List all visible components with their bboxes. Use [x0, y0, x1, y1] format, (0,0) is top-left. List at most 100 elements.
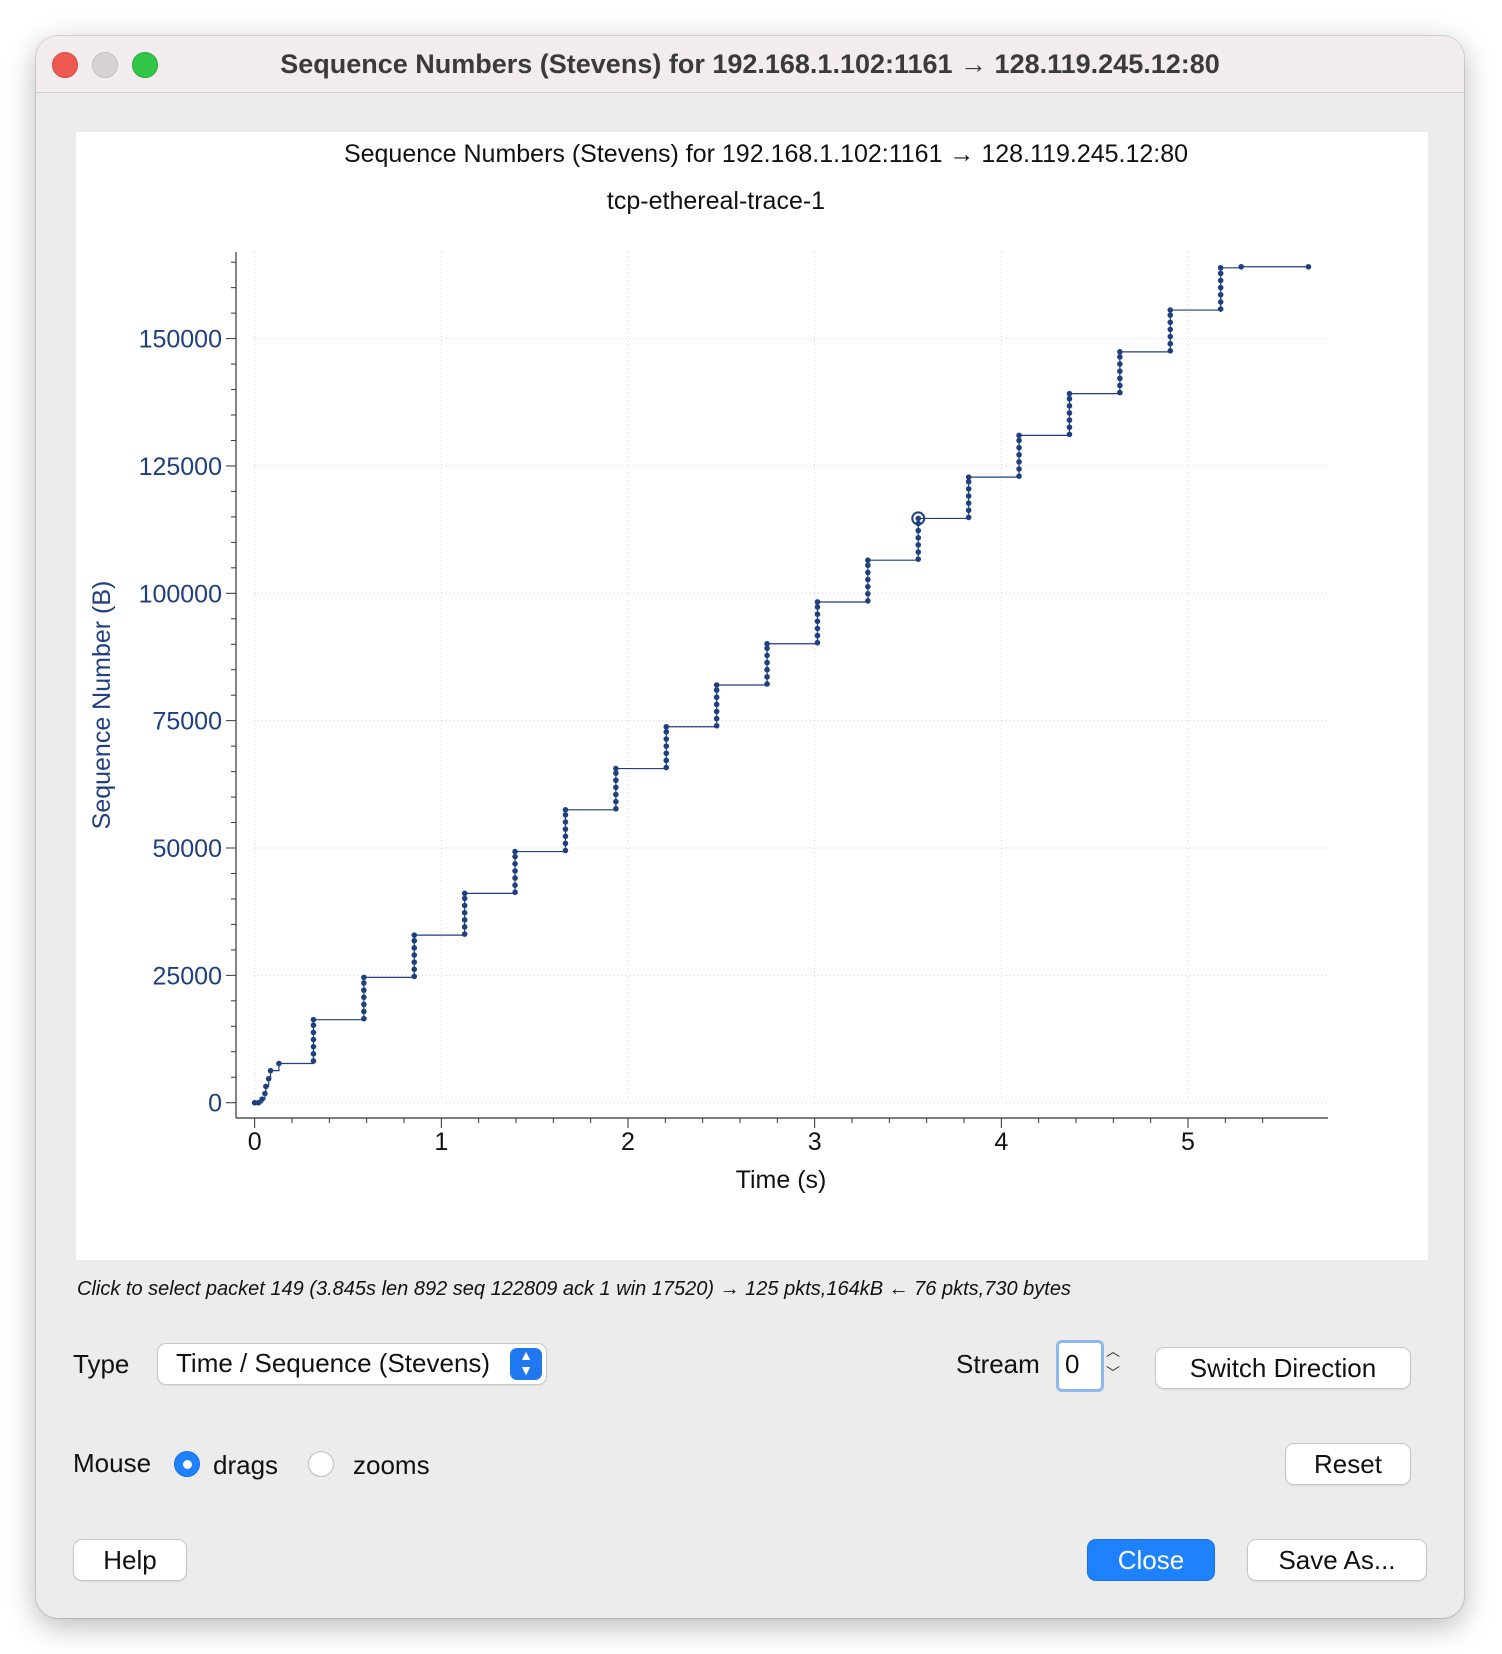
help-button[interactable]: Help — [74, 1540, 186, 1580]
data-point — [1016, 459, 1022, 465]
graph-window: Sequence Numbers (Stevens) for 192.168.1… — [36, 36, 1464, 1618]
x-tick-label: 0 — [248, 1128, 262, 1156]
data-point — [764, 640, 770, 647]
data-point — [965, 486, 972, 492]
data-point — [915, 534, 922, 541]
save-as-button[interactable]: Save As... — [1248, 1540, 1426, 1580]
title-bar[interactable]: Sequence Numbers (Stevens) for 192.168.1… — [36, 36, 1464, 93]
radio-zooms-label[interactable]: zooms — [353, 1450, 430, 1480]
data-point — [512, 848, 518, 855]
data-point — [613, 770, 619, 776]
data-point — [562, 819, 569, 825]
data-point — [1217, 299, 1224, 305]
data-point — [1167, 319, 1174, 326]
data-point — [965, 478, 972, 485]
data-point — [361, 994, 367, 1001]
stream-input[interactable]: 0 — [1056, 1340, 1104, 1392]
data-point — [764, 645, 770, 652]
data-point — [865, 598, 871, 604]
type-select-value: Time / Sequence (Stevens) — [176, 1348, 491, 1378]
data-point — [814, 639, 821, 646]
data-point — [663, 750, 670, 757]
y-tick-label: 150000 — [139, 326, 222, 354]
data-point — [915, 515, 922, 522]
reset-button[interactable]: Reset — [1286, 1444, 1410, 1484]
radio-drags-label[interactable]: drags — [213, 1450, 279, 1480]
data-point — [663, 736, 670, 742]
data-point — [1016, 466, 1022, 472]
window-close-icon[interactable] — [52, 52, 78, 78]
data-point — [764, 666, 770, 673]
data-point — [411, 945, 418, 951]
y-tick-label: 0 — [208, 1090, 222, 1118]
data-point — [310, 1043, 317, 1050]
data-point — [411, 973, 418, 980]
window-title: Sequence Numbers (Stevens) for 192.168.1… — [280, 49, 1220, 79]
data-point — [915, 549, 922, 555]
data-point — [411, 932, 418, 938]
type-select[interactable]: Time / Sequence (Stevens) ▲ ▼ — [158, 1344, 546, 1384]
data-point — [663, 764, 670, 771]
data-point — [1117, 361, 1123, 367]
data-point — [663, 729, 670, 735]
y-tick-label: 50000 — [152, 835, 222, 863]
data-point — [1167, 312, 1174, 318]
sequence-chart[interactable]: Sequence Numbers (Stevens) for 192.168.1… — [76, 132, 1428, 1260]
data-point — [361, 987, 367, 993]
data-point — [865, 562, 871, 569]
data-point — [1167, 340, 1174, 347]
data-point — [965, 507, 972, 514]
data-point — [1016, 437, 1022, 444]
data-point — [965, 493, 972, 499]
radio-zooms[interactable] — [308, 1451, 334, 1477]
data-point — [713, 694, 720, 701]
data-point — [1117, 375, 1123, 382]
data-point — [262, 1090, 268, 1097]
data-point — [512, 861, 518, 867]
data-point — [562, 833, 569, 840]
data-point — [1016, 473, 1022, 479]
data-point — [562, 826, 569, 832]
data-point — [512, 853, 518, 860]
window-minimize-icon[interactable] — [92, 52, 118, 78]
data-point — [613, 777, 619, 784]
data-point — [461, 895, 468, 902]
data-point — [814, 618, 821, 625]
data-point — [1117, 354, 1123, 360]
close-button[interactable]: Close — [1088, 1540, 1214, 1580]
data-point — [411, 966, 418, 973]
data-point — [512, 868, 518, 874]
data-point — [1016, 432, 1022, 439]
data-point — [965, 500, 972, 506]
data-point — [613, 791, 619, 798]
data-point — [1066, 410, 1073, 416]
data-point — [267, 1067, 274, 1074]
data-point — [865, 576, 871, 583]
y-tick-label: 75000 — [152, 708, 222, 736]
data-point — [663, 743, 670, 749]
data-point — [1217, 306, 1224, 312]
data-point — [613, 798, 619, 805]
data-point — [512, 889, 518, 896]
stepper-down-icon[interactable]: ﹀ — [1106, 1365, 1120, 1381]
data-point — [764, 652, 770, 659]
data-point — [713, 687, 720, 693]
data-point — [713, 715, 720, 722]
stepper-up-icon[interactable]: ︿ — [1106, 1343, 1120, 1359]
plot-area[interactable]: Sequence Numbers (Stevens) for 192.168.1… — [76, 132, 1428, 1260]
data-point — [713, 722, 720, 729]
selected-point-marker — [911, 511, 926, 526]
data-point — [814, 604, 821, 610]
data-point — [1066, 431, 1073, 438]
data-point — [663, 757, 670, 764]
data-point — [814, 599, 821, 605]
stream-stepper[interactable]: ︿ ﹀ — [1102, 1340, 1124, 1388]
x-tick-label: 3 — [808, 1128, 822, 1156]
chart-subtitle: tcp-ethereal-trace-1 — [607, 187, 825, 215]
data-point — [1167, 307, 1174, 313]
radio-drags[interactable] — [174, 1451, 200, 1477]
x-tick-label: 5 — [1181, 1128, 1195, 1156]
switch-direction-button[interactable]: Switch Direction — [1156, 1348, 1410, 1388]
data-point — [411, 959, 418, 965]
window-zoom-icon[interactable] — [132, 52, 158, 78]
